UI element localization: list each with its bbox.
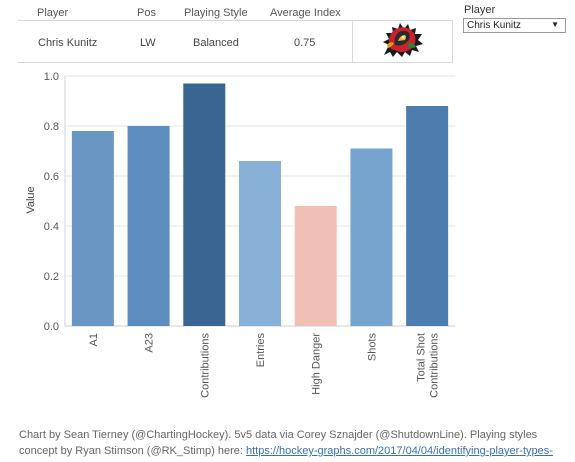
header-pos: Pos (137, 7, 156, 19)
y-tick-label: 0.2 (44, 271, 59, 283)
x-tick-label: Shots (366, 333, 378, 362)
x-tick-label: High Danger (311, 333, 323, 395)
table-right-border (452, 20, 453, 62)
footer-line-2: concept by Ryan Stimson (@RK_Stimp) here… (19, 445, 246, 457)
table-divider (18, 20, 453, 21)
bar-a1[interactable] (71, 131, 114, 326)
player-filter-label: Player (464, 4, 496, 16)
y-axis-label: Value (25, 186, 37, 213)
header-average-index: Average Index (270, 7, 341, 19)
header-player: Player (37, 7, 69, 19)
footer-link[interactable]: https://hockey-graphs.com/2017/04/04/ide… (245, 445, 553, 457)
bar-contributions[interactable] (183, 83, 226, 327)
y-tick-label: 0.0 (44, 321, 59, 333)
y-tick-label: 0.6 (44, 171, 59, 183)
x-tick-label: Entries (255, 333, 267, 368)
y-tick-label: 1.0 (44, 71, 59, 83)
bar-total-shot-contributions[interactable] (406, 106, 449, 326)
footer-credits: Chart by Sean Tierney (@ChartingHockey).… (19, 427, 569, 459)
x-tick-label: A1 (88, 333, 100, 346)
cell-average-index: 0.75 (294, 37, 316, 49)
bar-chart: 0.0 0.2 0.4 0.6 0.8 1.0 A1 A23 Contributions Entr… (25, 71, 455, 398)
bar-shots[interactable] (350, 148, 393, 327)
cell-playing-style: Balanced (193, 37, 239, 49)
player-dropdown[interactable]: Chris Kunitz ▼ (463, 18, 566, 33)
footer-line-1: Chart by Sean Tierney (@ChartingHockey).… (19, 429, 538, 441)
x-tick-label: Contributions (429, 333, 441, 398)
bar-high-danger[interactable] (294, 206, 337, 326)
y-tick-label: 0.8 (44, 121, 59, 133)
x-tick-label: A23 (144, 333, 156, 353)
table-bottom-divider (18, 62, 453, 63)
x-tick-label: Total Shot (416, 333, 428, 382)
bar-a23[interactable] (127, 126, 170, 326)
y-tick-label: 0.4 (44, 221, 59, 233)
header-playing-style: Playing Style (184, 7, 248, 19)
cell-pos: LW (140, 37, 156, 49)
player-dropdown-value: Chris Kunitz (467, 20, 521, 31)
chevron-down-icon: ▼ (551, 20, 559, 29)
x-tick-label: Contributions (199, 333, 211, 398)
bar-entries[interactable] (239, 161, 281, 326)
table-column-divider (352, 20, 353, 62)
blackhawks-logo-icon (383, 23, 423, 57)
cell-player: Chris Kunitz (38, 37, 98, 49)
